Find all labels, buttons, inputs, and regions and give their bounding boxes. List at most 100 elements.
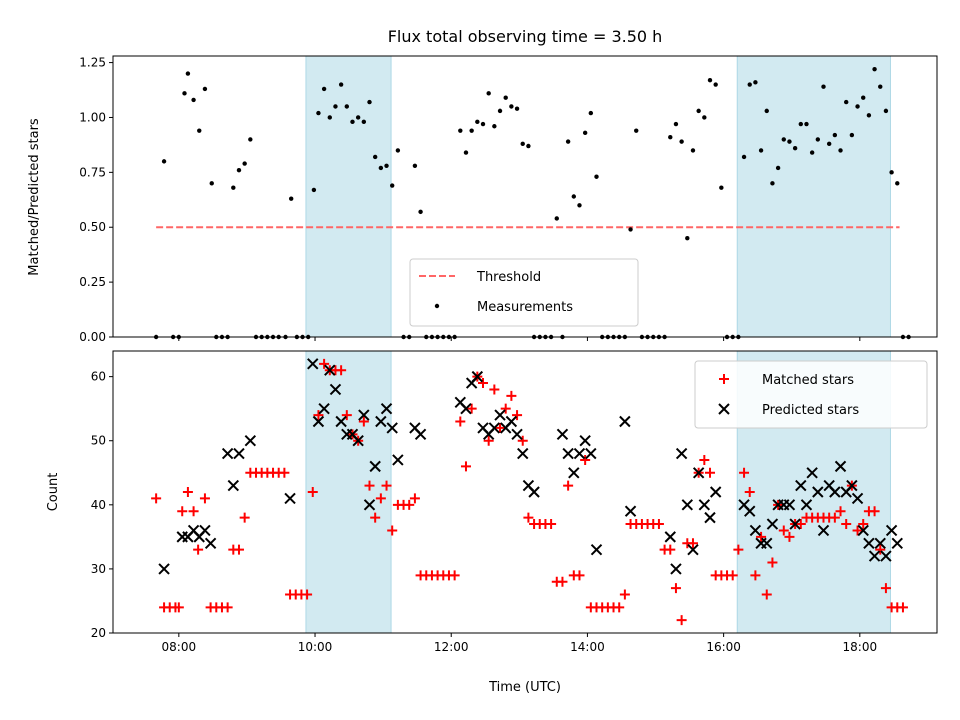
predicted-legend-marker	[718, 403, 730, 415]
measurement-point	[390, 183, 395, 188]
predicted-star-point	[874, 537, 886, 549]
y-tick-label: 50	[91, 434, 106, 448]
matched-star-point	[279, 467, 290, 478]
matched-star-point	[387, 525, 398, 536]
matched-star-point	[614, 602, 625, 613]
measurement-point	[372, 154, 378, 160]
predicted-star-point	[687, 543, 699, 556]
matched-star-point	[563, 480, 574, 491]
predicted-star-point	[795, 479, 807, 492]
count-panel: 20 30 40 50 60 08:00 10:00 12:00 14:00 16:00 18:00…	[46, 350, 938, 695]
predicted-star-point	[352, 435, 364, 447]
count-legend-box	[694, 360, 928, 429]
matched-star-point	[705, 467, 716, 478]
predicted-star-point	[664, 531, 676, 543]
y-tick-label: 0.00	[79, 330, 106, 344]
matched-star-point	[409, 493, 420, 504]
predicted-star-point	[766, 518, 779, 530]
matched-star-point	[466, 403, 477, 414]
predicted-star-point	[363, 499, 376, 511]
predicted-star-point	[709, 486, 722, 498]
predicted-star-point	[460, 402, 472, 415]
predicted-star-point	[619, 415, 631, 428]
predicted-star-point	[562, 447, 574, 460]
predicted-star-point	[505, 415, 518, 428]
predicted-star-point	[885, 524, 898, 537]
matched-star-point	[358, 416, 369, 427]
measurement-point	[889, 170, 894, 175]
predicted-star-point	[789, 518, 801, 530]
measurement-point	[497, 108, 503, 114]
matched-star-point	[370, 512, 381, 523]
ratio-plot-frame	[112, 55, 938, 338]
measurement-point	[185, 71, 191, 76]
predicted-star-point	[204, 537, 217, 549]
measurement-point	[696, 108, 701, 114]
matched-star-point	[767, 557, 778, 568]
measurement-point	[775, 165, 781, 171]
measurement-point	[855, 104, 860, 109]
measurement-point	[209, 181, 214, 186]
predicted-star-point	[806, 467, 818, 479]
measurement-point	[690, 148, 696, 153]
ratio-legend: Threshold Measurements	[409, 258, 639, 327]
y-tick-label: 0.25	[79, 275, 106, 289]
measurement-point	[679, 139, 684, 144]
measurement-point	[634, 128, 639, 133]
measurement-point	[826, 141, 832, 147]
observing-interval-band	[736, 55, 891, 338]
measurement-point	[554, 216, 559, 221]
measurement-point	[577, 203, 582, 208]
x-tick-label: 16:00	[706, 640, 741, 654]
measurement-point	[316, 110, 321, 116]
matched-star-point	[841, 519, 852, 530]
measurement-point	[526, 143, 531, 149]
predicted-star-point	[817, 524, 830, 537]
measurement-point	[475, 119, 480, 125]
measurement-point	[844, 99, 849, 105]
matched-star-point	[151, 493, 162, 504]
matched-star-point	[193, 544, 204, 555]
predicted-star-point	[698, 499, 711, 511]
matched-legend-label: Matched stars	[762, 373, 854, 388]
matched-star-point	[489, 384, 500, 395]
predicted-star-point	[158, 563, 170, 575]
measurement-point	[463, 150, 469, 155]
measurement-point	[821, 84, 826, 89]
predicted-star-point	[199, 524, 211, 537]
matched-star-point	[478, 378, 489, 389]
measurement-point	[202, 86, 208, 92]
measurement-point	[418, 209, 423, 215]
measurement-point	[367, 99, 372, 105]
matched-star-point	[512, 410, 523, 421]
predicted-star-point	[335, 415, 347, 428]
observing-interval-band	[305, 55, 392, 338]
predicted-star-point	[392, 454, 404, 466]
predicted-star-point	[244, 435, 257, 447]
matched-star-point	[336, 365, 347, 376]
predicted-star-point	[761, 537, 773, 549]
measurement-point	[866, 113, 872, 118]
predicted-star-point	[590, 543, 603, 556]
measurement-point	[333, 104, 338, 109]
matched-star-point	[313, 410, 324, 421]
y-tick-label: 30	[91, 562, 106, 576]
measurement-point	[503, 95, 508, 100]
predicted-star-point	[573, 447, 586, 460]
measurement-point	[197, 128, 202, 133]
predicted-star-point	[471, 370, 484, 383]
matched-star-point	[574, 570, 585, 581]
matched-star-point	[733, 544, 744, 555]
ratio-shaded-intervals	[305, 55, 891, 338]
matched-star-point	[756, 531, 767, 542]
matched-star-point	[307, 487, 318, 497]
measurement-point	[321, 86, 327, 92]
predicted-star-point	[834, 460, 847, 473]
predicted-star-point	[494, 409, 506, 421]
measurement-point	[486, 91, 491, 96]
measurement-point	[753, 80, 758, 85]
predicted-star-point	[284, 492, 296, 505]
predicted-star-point	[851, 492, 864, 505]
predicted-star-point	[528, 486, 540, 498]
matched-star-point	[875, 544, 886, 555]
